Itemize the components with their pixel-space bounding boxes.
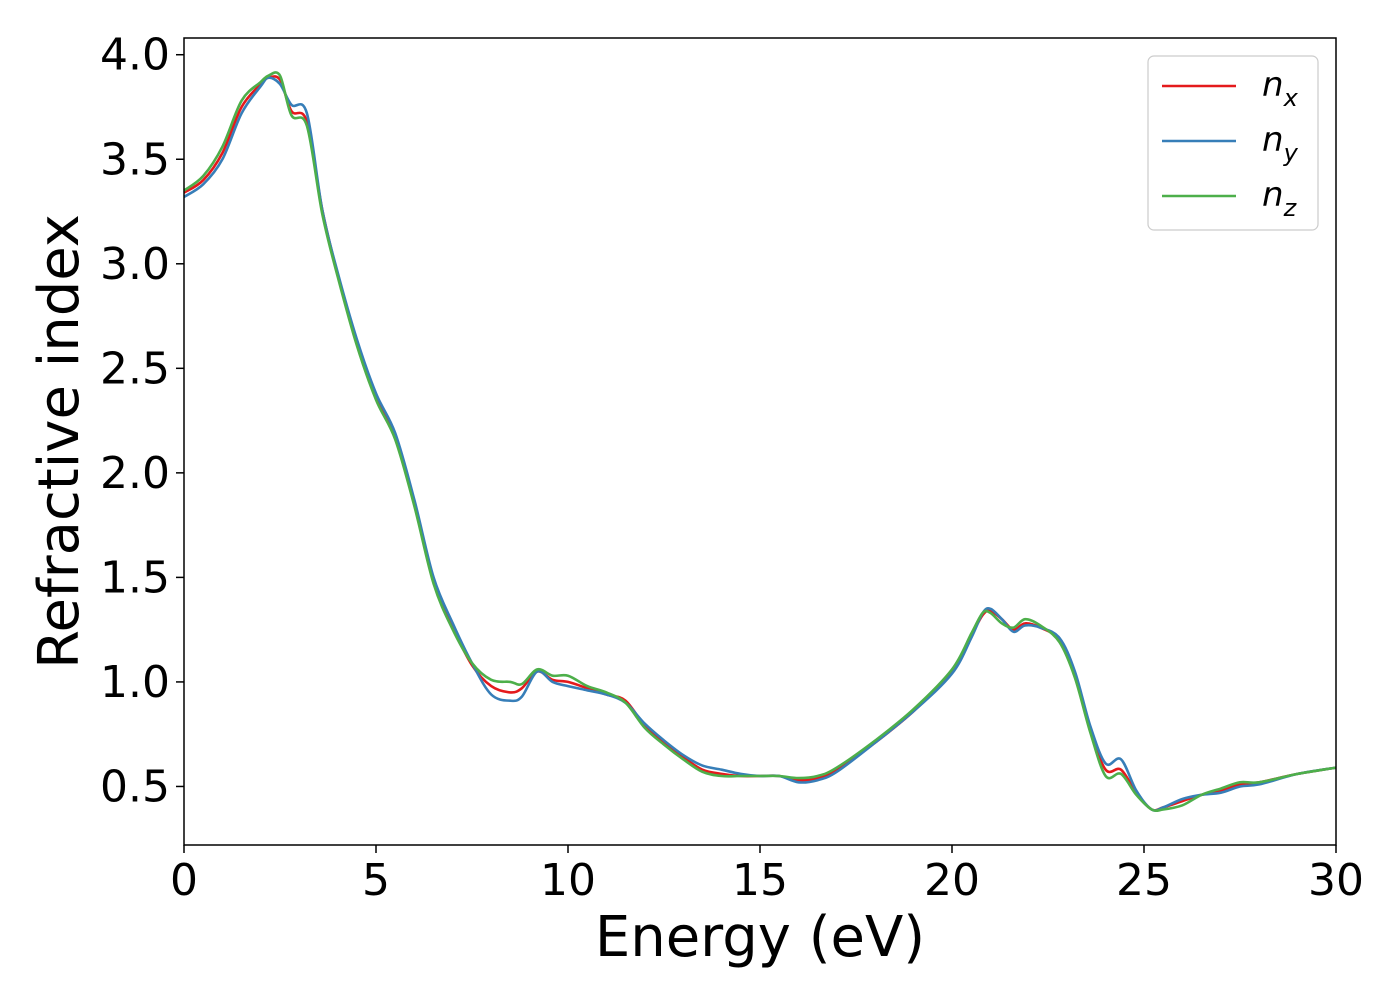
x-tick-label: 30 — [1308, 855, 1364, 906]
legend-label-base: n — [1262, 175, 1284, 215]
y-tick-label: 4.0 — [100, 30, 170, 81]
y-tick-label: 1.5 — [100, 552, 170, 603]
legend-label-base: n — [1262, 65, 1284, 105]
legend-label-subscript: x — [1283, 84, 1299, 112]
y-tick-label: 2.5 — [100, 343, 170, 394]
series-layer — [183, 71, 1337, 813]
series-line-z — [183, 71, 1337, 813]
y-tick-label: 2.0 — [100, 448, 170, 499]
x-axis: 0 5 10 15 20 25 30 — [170, 845, 1364, 906]
x-tick-label: 10 — [540, 855, 596, 906]
legend-label-subscript: y — [1283, 139, 1299, 167]
y-axis-title: Refractive index — [27, 214, 92, 669]
x-tick-label: 5 — [362, 855, 390, 906]
y-tick-label: 3.5 — [100, 134, 170, 185]
legend-label-subscript: z — [1283, 194, 1298, 222]
legend-label-x: nx — [1262, 65, 1299, 112]
x-axis-title: Energy (eV) — [595, 905, 925, 970]
legend-label-base: n — [1262, 120, 1284, 160]
y-tick-label: 1.0 — [100, 657, 170, 708]
x-tick-label: 15 — [732, 855, 788, 906]
x-tick-label: 25 — [1116, 855, 1172, 906]
x-tick-label: 0 — [170, 855, 198, 906]
y-tick-label: 0.5 — [100, 761, 170, 812]
legend-label-y: ny — [1262, 120, 1299, 167]
x-tick-label: 20 — [924, 855, 980, 906]
legend-label-z: nz — [1262, 175, 1298, 222]
y-tick-label: 3.0 — [100, 239, 170, 290]
y-axis: 0.5 1.0 1.5 2.0 2.5 3.0 3.5 4.0 — [100, 30, 184, 812]
legend-box — [1147, 55, 1319, 231]
